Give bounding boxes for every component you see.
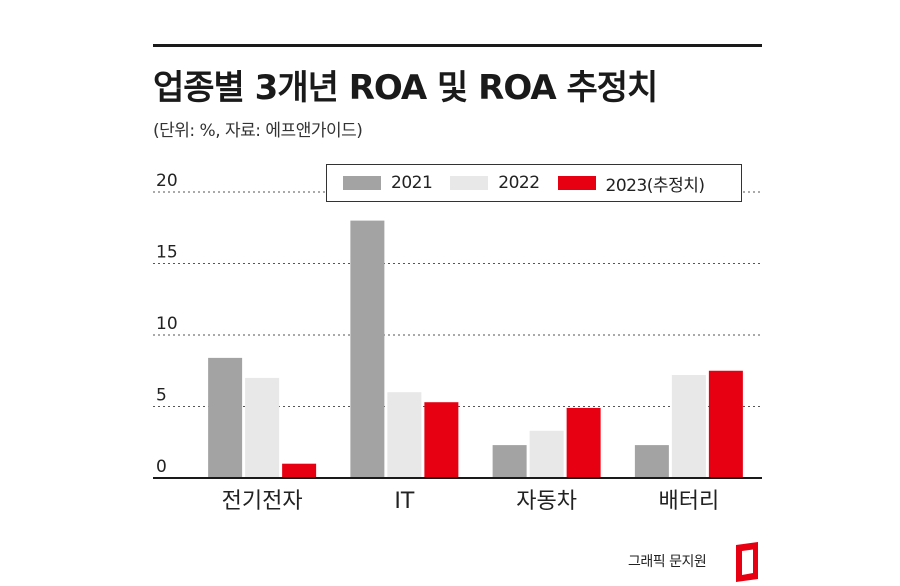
bar-2-series-1 [350, 220, 385, 478]
bar-3-series-2 [529, 430, 564, 478]
x-tick-label-3: 자동차 [516, 489, 577, 514]
bar-4-series-2 [671, 375, 706, 478]
legend-label-2023: 2023(추정치) [605, 175, 705, 196]
x-tick-label-2: IT [394, 489, 414, 514]
y-tick-label-0: 0 [156, 457, 167, 477]
chart-subtitle: (단위: %, 자료: 에프앤가이드) [153, 121, 363, 141]
bar-2-series-2 [387, 392, 422, 478]
bar-1-series-1 [208, 357, 243, 478]
y-tick-label-5: 5 [156, 386, 167, 406]
chart-title: 업종별 3개년 ROA 및 ROA 추정치 [153, 68, 658, 108]
bar-2-series-3 [424, 402, 459, 478]
legend-swatch-2021 [343, 176, 381, 190]
bar-1-series-3 [282, 463, 317, 478]
legend-label-2022: 2022 [498, 173, 540, 193]
publisher-logo-icon [736, 542, 758, 582]
y-tick-label-15: 15 [156, 243, 178, 263]
bar-3-series-3 [566, 407, 601, 478]
x-tick-label-1: 전기전자 [222, 489, 303, 514]
x-tick-label-4: 배터리 [659, 489, 720, 514]
bar-1-series-2 [245, 377, 280, 478]
legend-swatch-2022 [450, 176, 489, 190]
legend-label-2021: 2021 [391, 173, 433, 193]
bar-3-series-1 [492, 445, 527, 478]
legend-item-2022: 2022 [450, 173, 540, 193]
legend-item-2021: 2021 [343, 173, 433, 193]
y-tick-label-10: 10 [156, 314, 178, 334]
bar-4-series-3 [708, 370, 743, 478]
bar-4-series-1 [634, 445, 669, 478]
top-rule [153, 44, 762, 47]
y-tick-label-20: 20 [156, 171, 178, 191]
legend: 2021 2022 2023(추정치) [326, 164, 742, 202]
credit: 그래픽 문지원 [628, 554, 707, 570]
legend-swatch-2023 [557, 176, 596, 190]
legend-item-2023: 2023(추정치) [557, 171, 705, 196]
